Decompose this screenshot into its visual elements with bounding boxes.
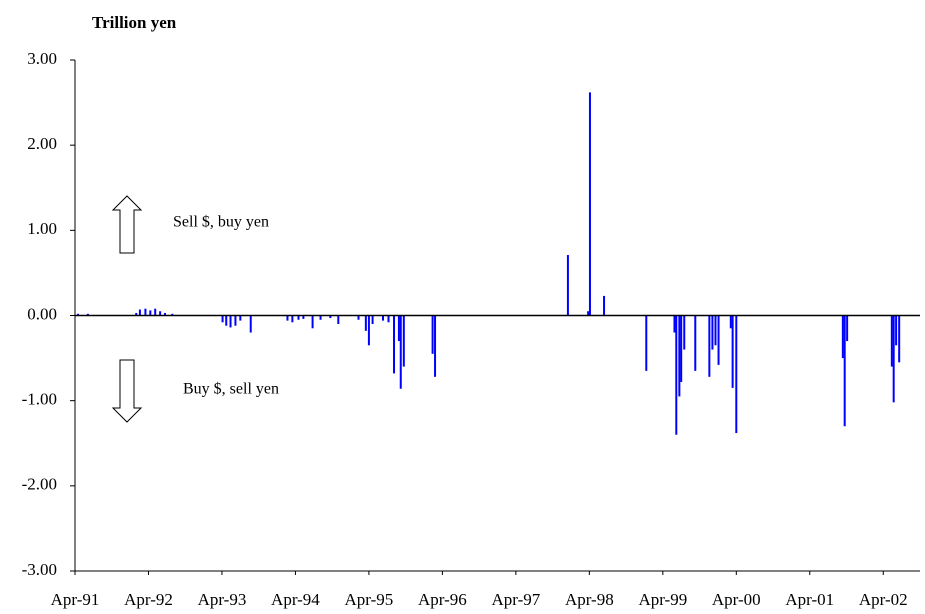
bar [898, 315, 901, 363]
bar [731, 315, 734, 388]
unit-label: Trillion yen [92, 13, 177, 32]
x-tick-label: Apr-99 [638, 590, 687, 609]
bar [846, 315, 849, 342]
bar [708, 315, 711, 377]
y-tick-label: 2.00 [27, 134, 57, 153]
bar [434, 315, 437, 377]
bar [364, 315, 367, 331]
annotation: Buy $, sell yen [183, 381, 279, 398]
bar [144, 308, 147, 316]
bar [431, 315, 434, 354]
bar [714, 315, 717, 346]
x-tick-label: Apr-02 [859, 590, 908, 609]
bar [86, 313, 89, 316]
x-tick-label: Apr-95 [345, 590, 394, 609]
bar [895, 315, 898, 346]
bar [221, 315, 224, 323]
bar [329, 315, 332, 319]
bar [387, 315, 390, 323]
bar [234, 315, 237, 326]
down-arrow [111, 359, 143, 423]
y-tick-label: 1.00 [27, 219, 57, 238]
bar [678, 315, 681, 397]
y-tick-label: -3.00 [22, 560, 57, 579]
x-tick-label: Apr-91 [51, 590, 100, 609]
x-tick-label: Apr-01 [785, 590, 834, 609]
bar [393, 315, 396, 374]
bar [603, 295, 606, 316]
bar [587, 311, 590, 316]
bar [588, 92, 591, 316]
bar [302, 315, 305, 319]
bar [337, 315, 340, 325]
bar [381, 315, 384, 321]
x-tick-label: Apr-93 [198, 590, 247, 609]
bar [164, 312, 167, 316]
bar [675, 315, 678, 435]
bar [135, 312, 138, 316]
bar [159, 311, 162, 316]
bar [711, 315, 714, 350]
bar [229, 315, 232, 328]
bar [311, 315, 314, 329]
bar [357, 315, 360, 320]
y-tick-label: 3.00 [27, 49, 57, 68]
bar [399, 315, 402, 389]
bar [286, 315, 289, 321]
bar [171, 313, 174, 316]
bar [680, 315, 683, 382]
bar [291, 315, 294, 323]
bar [77, 313, 80, 316]
bar [154, 308, 157, 316]
bar [225, 315, 228, 326]
bar [843, 315, 846, 427]
bar [138, 309, 141, 316]
bar [683, 315, 686, 350]
bar [402, 315, 405, 367]
bar [694, 315, 697, 371]
y-tick-label: -2.00 [22, 475, 57, 494]
bar [717, 315, 720, 365]
bar [892, 315, 895, 403]
annotation: Sell $, buy yen [173, 214, 269, 231]
bar [841, 315, 844, 359]
x-tick-label: Apr-00 [712, 590, 761, 609]
bar [397, 315, 400, 342]
y-tick-label: 0.00 [27, 304, 57, 323]
x-tick-label: Apr-96 [418, 590, 467, 609]
bar [297, 315, 300, 320]
y-tick-label: -1.00 [22, 390, 57, 409]
bar [319, 315, 322, 320]
bar [566, 255, 569, 316]
x-tick-label: Apr-98 [565, 590, 614, 609]
bar [890, 315, 893, 367]
bar [729, 315, 732, 329]
bar [367, 315, 370, 346]
x-tick-label: Apr-92 [124, 590, 173, 609]
up-arrow [111, 195, 143, 254]
x-tick-label: Apr-97 [491, 590, 540, 609]
bar [239, 315, 242, 321]
bar [645, 315, 648, 371]
bar [735, 315, 738, 434]
x-tick-label: Apr-94 [271, 590, 320, 609]
bar [149, 310, 152, 316]
bar [371, 315, 374, 325]
bar [673, 315, 676, 333]
bar [249, 315, 252, 333]
